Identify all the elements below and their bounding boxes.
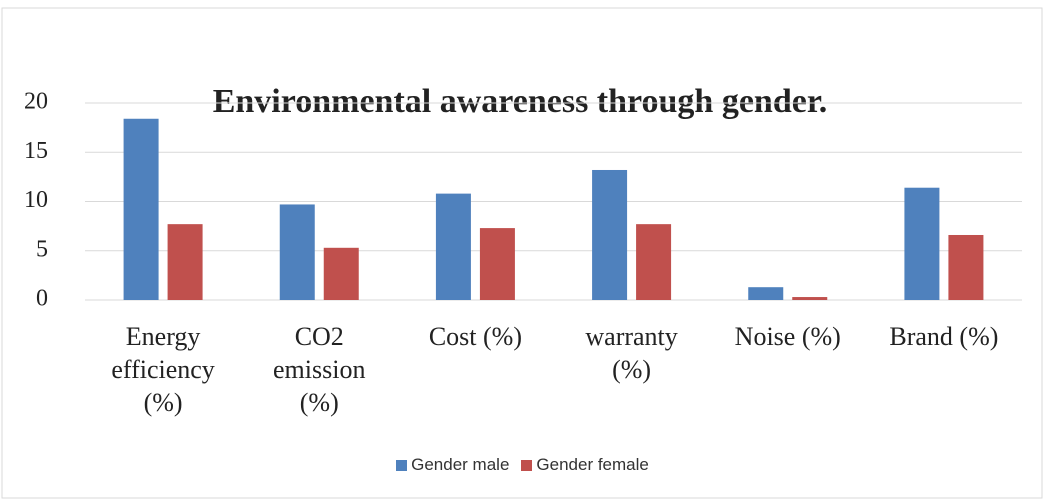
bar	[636, 224, 672, 300]
bar	[279, 204, 315, 300]
bar	[435, 193, 471, 300]
bar	[592, 169, 628, 300]
x-tick-label: Cost (%)	[428, 322, 522, 351]
y-tick-label: 0	[36, 286, 48, 312]
y-tick-label: 10	[24, 187, 48, 213]
bar	[323, 247, 359, 300]
legend-item: Gender female	[521, 455, 649, 475]
legend-swatch	[396, 460, 408, 471]
legend-label: Gender female	[536, 455, 649, 474]
bar	[123, 118, 159, 300]
y-tick-label: 5	[36, 236, 48, 262]
bar	[792, 297, 828, 300]
legend-item: Gender male	[396, 455, 509, 475]
chart-title: Environmental awareness through gender.	[213, 83, 828, 120]
y-tick-label: 20	[24, 89, 48, 115]
bar	[479, 228, 515, 300]
x-tick-label: warranty (%)	[585, 322, 678, 384]
x-tick-label: Noise (%)	[734, 322, 841, 351]
x-tick-label: Energy efficiency (%)	[111, 322, 215, 417]
bar	[748, 287, 784, 300]
legend-swatch	[521, 460, 533, 471]
y-tick-label: 15	[24, 138, 48, 164]
bar	[167, 224, 203, 300]
bar	[948, 234, 984, 300]
bar	[904, 187, 940, 300]
legend-label: Gender male	[411, 455, 510, 474]
legend: Gender male Gender female	[0, 455, 1045, 475]
x-tick-label: Brand (%)	[889, 322, 999, 351]
x-tick-label: CO2 emission (%)	[273, 322, 366, 417]
